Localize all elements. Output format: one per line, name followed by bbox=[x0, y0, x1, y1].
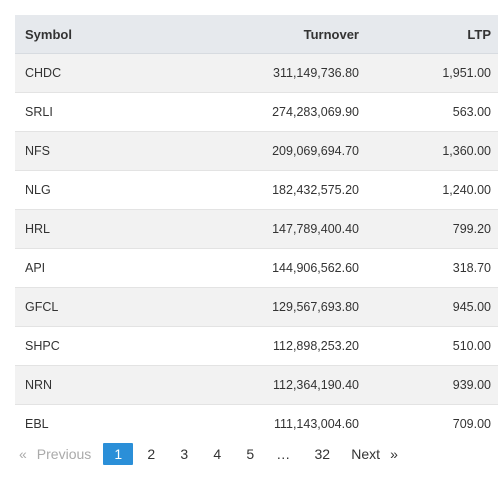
turnover-table-container: Symbol Turnover LTP CHDC 311,149,736.80 … bbox=[15, 15, 498, 443]
cell-ltp: 709.00 bbox=[369, 404, 498, 443]
cell-symbol: NLG bbox=[15, 170, 155, 210]
page-button-32[interactable]: 32 bbox=[314, 446, 331, 462]
cell-ltp: 318.70 bbox=[369, 248, 498, 288]
cell-turnover: 147,789,400.40 bbox=[155, 209, 369, 249]
previous-page-button[interactable]: « Previous bbox=[15, 443, 95, 465]
column-header-turnover[interactable]: Turnover bbox=[155, 15, 369, 54]
table-row: API 144,906,562.60 318.70 bbox=[15, 248, 498, 288]
cell-ltp: 1,360.00 bbox=[369, 131, 498, 171]
table-row: SRLI 274,283,069.90 563.00 bbox=[15, 92, 498, 132]
next-page-button[interactable]: Next » bbox=[347, 443, 402, 465]
cell-turnover: 129,567,693.80 bbox=[155, 287, 369, 327]
double-chevron-left-icon: « bbox=[19, 446, 27, 462]
cell-turnover: 112,364,190.40 bbox=[155, 365, 369, 405]
cell-symbol: GFCL bbox=[15, 287, 155, 327]
next-label: Next bbox=[351, 446, 381, 462]
previous-label: Previous bbox=[36, 446, 92, 462]
cell-turnover: 112,898,253.20 bbox=[155, 326, 369, 366]
cell-turnover: 274,283,069.90 bbox=[155, 92, 369, 132]
cell-ltp: 563.00 bbox=[369, 92, 498, 132]
pagination-ellipsis: … bbox=[276, 446, 291, 462]
double-chevron-right-icon: » bbox=[390, 446, 398, 462]
page-button-3[interactable]: 3 bbox=[180, 446, 189, 462]
table-row: GFCL 129,567,693.80 945.00 bbox=[15, 287, 498, 327]
cell-symbol: NFS bbox=[15, 131, 155, 171]
cell-ltp: 939.00 bbox=[369, 365, 498, 405]
table-row: NFS 209,069,694.70 1,360.00 bbox=[15, 131, 498, 171]
cell-ltp: 1,240.00 bbox=[369, 170, 498, 210]
cell-turnover: 144,906,562.60 bbox=[155, 248, 369, 288]
cell-symbol: API bbox=[15, 248, 155, 288]
page-button-4[interactable]: 4 bbox=[213, 446, 222, 462]
pagination: « Previous 1 2 3 4 5 … 32 Next » bbox=[15, 443, 405, 465]
table-row: EBL 111,143,004.60 709.00 bbox=[15, 404, 498, 443]
column-header-symbol[interactable]: Symbol bbox=[15, 15, 155, 54]
cell-symbol: SHPC bbox=[15, 326, 155, 366]
cell-turnover: 182,432,575.20 bbox=[155, 170, 369, 210]
column-header-ltp[interactable]: LTP bbox=[369, 15, 498, 54]
cell-ltp: 799.20 bbox=[369, 209, 498, 249]
page-button-1[interactable]: 1 bbox=[103, 443, 134, 465]
cell-symbol: CHDC bbox=[15, 53, 155, 93]
page-button-2[interactable]: 2 bbox=[147, 446, 156, 462]
cell-ltp: 1,951.00 bbox=[369, 53, 498, 93]
cell-symbol: NRN bbox=[15, 365, 155, 405]
table-row: HRL 147,789,400.40 799.20 bbox=[15, 209, 498, 249]
table-header-row: Symbol Turnover LTP bbox=[15, 15, 498, 54]
table-row: SHPC 112,898,253.20 510.00 bbox=[15, 326, 498, 366]
table-row: CHDC 311,149,736.80 1,951.00 bbox=[15, 53, 498, 93]
cell-ltp: 510.00 bbox=[369, 326, 498, 366]
table-row: NLG 182,432,575.20 1,240.00 bbox=[15, 170, 498, 210]
cell-turnover: 209,069,694.70 bbox=[155, 131, 369, 171]
cell-turnover: 111,143,004.60 bbox=[155, 404, 369, 443]
cell-symbol: HRL bbox=[15, 209, 155, 249]
cell-turnover: 311,149,736.80 bbox=[155, 53, 369, 93]
cell-ltp: 945.00 bbox=[369, 287, 498, 327]
cell-symbol: SRLI bbox=[15, 92, 155, 132]
cell-symbol: EBL bbox=[15, 404, 155, 443]
turnover-table: Symbol Turnover LTP CHDC 311,149,736.80 … bbox=[15, 15, 498, 443]
page-button-5[interactable]: 5 bbox=[246, 446, 255, 462]
table-row: NRN 112,364,190.40 939.00 bbox=[15, 365, 498, 405]
